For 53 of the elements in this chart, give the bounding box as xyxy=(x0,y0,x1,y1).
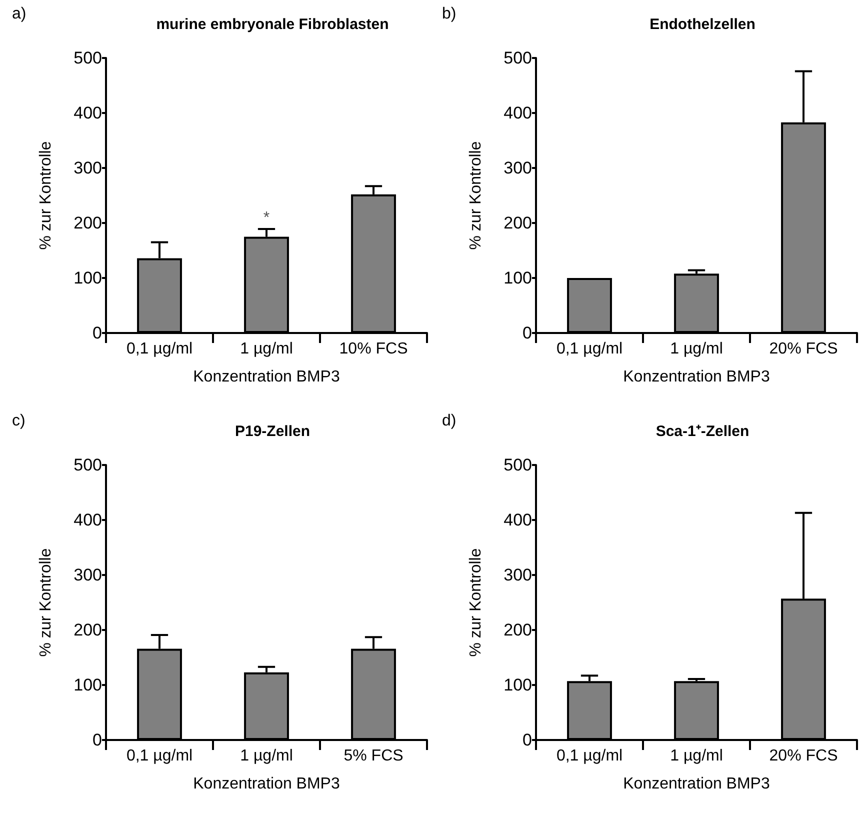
x-tick-label: 1 µg/ml xyxy=(240,748,293,764)
y-tick-label: 400 xyxy=(74,510,102,530)
x-tick-label: 10% FCS xyxy=(339,340,408,358)
chart-title: P19-Zellen xyxy=(234,423,310,440)
text: a) xyxy=(12,6,26,22)
y-axis-title: % zur Kontrolle xyxy=(38,548,54,657)
y-tick-label: 0 xyxy=(92,730,102,750)
y-tick-label: 100 xyxy=(74,676,102,694)
y-tick-label: 100 xyxy=(504,676,532,694)
x-tick-label: 1 µg/ml xyxy=(670,748,723,764)
text: c) xyxy=(12,412,26,430)
x-tick-label: 0,1 µg/ml xyxy=(126,340,193,358)
y-tick-label: 500 xyxy=(74,48,102,68)
x-tick-label: 20% FCS xyxy=(769,748,838,764)
y-axis-title: % zur Kontrolle xyxy=(468,141,484,250)
x-tick-label: 0,1 µg/ml xyxy=(556,748,623,764)
y-tick-label: 200 xyxy=(74,620,102,640)
annotation: * xyxy=(263,210,270,227)
chart-title: Endothelzellen xyxy=(650,16,756,33)
y-tick-label: 200 xyxy=(74,214,102,232)
x-tick-label: 1 µg/ml xyxy=(240,340,293,358)
y-tick-label: 200 xyxy=(504,620,532,640)
text: b) xyxy=(442,6,456,22)
x-axis-title: Konzentration BMP3 xyxy=(193,368,340,386)
y-axis-title: % zur Kontrolle xyxy=(468,548,484,657)
x-axis-title: Konzentration BMP3 xyxy=(623,368,770,386)
chart-title: Sca-1⁺-Zellen xyxy=(656,423,750,440)
y-tick-label: 500 xyxy=(74,456,102,474)
y-tick-label: 500 xyxy=(504,48,532,68)
y-axis-title: % zur Kontrolle xyxy=(38,141,54,250)
y-tick-label: 300 xyxy=(504,158,532,178)
x-tick-label: 0,1 µg/ml xyxy=(556,340,623,358)
y-tick-label: 300 xyxy=(504,566,532,584)
y-tick-label: 300 xyxy=(74,566,102,584)
y-tick-label: 100 xyxy=(74,268,102,288)
y-tick-label: 400 xyxy=(504,510,532,530)
y-tick-label: 400 xyxy=(74,104,102,122)
x-axis-title: Konzentration BMP3 xyxy=(193,776,340,792)
text: d) xyxy=(442,412,456,430)
y-tick-label: 0 xyxy=(522,730,532,750)
x-tick-label: 1 µg/ml xyxy=(670,340,723,358)
x-tick-label: 20% FCS xyxy=(769,340,838,358)
y-tick-label: 400 xyxy=(504,104,532,122)
y-tick-label: 500 xyxy=(504,456,532,474)
x-tick-label: 5% FCS xyxy=(344,748,404,764)
x-tick-label: 0,1 µg/ml xyxy=(126,748,193,764)
chart-title: murine embryonale Fibroblasten xyxy=(156,16,389,33)
y-tick-label: 100 xyxy=(504,268,532,288)
y-tick-label: 300 xyxy=(74,158,102,178)
x-axis-title: Konzentration BMP3 xyxy=(623,776,770,792)
y-tick-label: 200 xyxy=(504,214,532,232)
y-tick-label: 0 xyxy=(522,324,532,342)
y-tick-label: 0 xyxy=(92,324,102,342)
